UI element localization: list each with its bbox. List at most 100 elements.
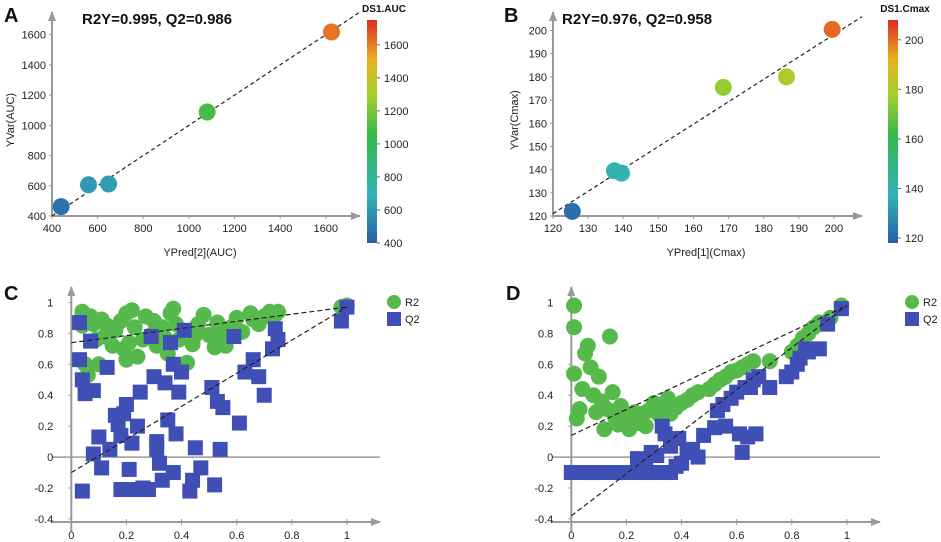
panel-a-annotation: R2Y=0.995, Q2=0.986 (82, 11, 232, 28)
panel-c-legend-q2-marker (387, 312, 401, 326)
panel-a-x-label: YPred[2](AUC) (163, 247, 236, 259)
panel-c-y-tick-label: 0.6 (38, 359, 53, 371)
panel-d-legend-r2-label: R2 (923, 297, 937, 309)
panel-c-q2-point (151, 455, 167, 471)
panel-d-y-tick-label: -0.4 (534, 514, 553, 526)
panel-c-q2-point (72, 315, 88, 331)
panel-b-x-tick-label: 180 (755, 223, 773, 235)
panel-a-colorbar-tick-label: 1600 (384, 40, 408, 52)
panel-c-x-tick-label: 0.6 (229, 530, 244, 542)
panel-d-x-tick-label: 0.2 (619, 530, 634, 542)
panel-c-y-tick-label: -0.4 (34, 514, 53, 526)
panel-c-q2-point (74, 483, 90, 499)
panel-c-q2-point (231, 415, 247, 431)
panel-c-q2-point (168, 426, 184, 442)
panel-d-r2-point (604, 384, 621, 401)
panel-b-x-tick-label: 150 (649, 223, 667, 235)
panel-c-q2-point (94, 460, 110, 476)
panel-c-y-tick-label: 0.2 (38, 421, 53, 433)
panel-d-r2-point (571, 401, 588, 418)
panel-c-r2-point (123, 302, 140, 319)
panel-c-q2-point (185, 472, 201, 488)
panel-b-y-tick-label: 160 (529, 118, 547, 130)
panel-d-r2-point (590, 368, 607, 385)
panel-a-x-tick-label: 800 (134, 223, 152, 235)
panel-c-q2-point (85, 446, 101, 462)
panel-d-y-tick-label: 0.4 (538, 390, 553, 402)
panel-c-q2-regression-line (70, 306, 348, 474)
panel-b-x-tick-label: 170 (719, 223, 737, 235)
panel-c-q2-point (176, 322, 192, 338)
panel-c-y-tick-label: 0.8 (38, 328, 53, 340)
panel-c-y-tick-label: 0.4 (38, 390, 53, 402)
panel-a-y-tick-label: 800 (28, 151, 46, 163)
panel-b-fit-line (552, 16, 863, 215)
panel-b-colorbar-tick-label: 180 (905, 84, 923, 96)
panel-c-q2-point (333, 313, 349, 329)
panel-c-q2-point (157, 375, 173, 391)
panel-b-y-tick-label: 130 (529, 188, 547, 200)
panel-a-y-tick-label: 400 (28, 211, 46, 223)
panel-c-q2-point (149, 441, 165, 457)
panel-c-q2-point (113, 482, 129, 498)
panel-d-r2-point (596, 421, 613, 438)
panel-d-r2-regression-line (571, 305, 848, 436)
panel-b-colorbar (888, 20, 898, 243)
panel-d-y-tick-label: -0.2 (534, 483, 553, 495)
panel-d-x-tick-label: 0 (568, 530, 574, 542)
panel-b-x-tick-label: 130 (579, 223, 597, 235)
panel-c-y-tick-label: 1 (47, 297, 53, 309)
panel-c-q2-point (187, 440, 203, 456)
panel-a-colorbar-tick-label: 600 (384, 205, 402, 217)
panel-a-x-tick-label: 1200 (222, 223, 246, 235)
panel-a-colorbar-tick-label: 1000 (384, 139, 408, 151)
panel-c-legend-r2-label: R2 (405, 297, 419, 309)
panel-b-x-tick-label: 140 (614, 223, 632, 235)
panel-c-r2-point (228, 309, 245, 326)
panel-d-r2-point (579, 337, 596, 354)
panel-c-q2-point (124, 435, 140, 451)
panel-d-letter: D (506, 283, 520, 305)
panel-a-y-label: YVar(AUC) (5, 93, 17, 147)
panel-c-q2-point (237, 364, 253, 380)
panel-d-x-tick-label: 1 (844, 530, 850, 542)
panel-a-colorbar-tick-label: 800 (384, 172, 402, 184)
panel-b-colorbar-tick-label: 200 (905, 35, 923, 47)
panel-b-y-tick-label: 150 (529, 141, 547, 153)
panel-b-y-label: YVar(Cmax) (509, 90, 521, 150)
panel-d-x-tick-label: 0.4 (674, 530, 689, 542)
panel-c-r2-point (195, 306, 212, 323)
panel-c-q2-point (165, 465, 181, 481)
panel-c-q2-point (102, 441, 118, 457)
panel-d-x-tick-label: 0.8 (784, 530, 799, 542)
panel-c-q2-point (129, 418, 145, 434)
panel-d: D 0 0.2 0.4 0.6 0.8 1 -0.4 -0.2 0 0.2 0.4 0.6 0.8 1 R2… (506, 283, 938, 542)
panel-a: A 400 600 800 1000 1200 1400 1600 400 600 800 1000… (4, 4, 408, 259)
panel-b-x-tick-label: 120 (544, 223, 562, 235)
panel-c-q2-point (270, 332, 286, 348)
panel-b-annotation: R2Y=0.976, Q2=0.958 (562, 11, 712, 28)
panel-d-q2-point (820, 316, 836, 332)
panel-c-q2-point (121, 461, 137, 477)
panel-a-x-tick-label: 1400 (268, 223, 292, 235)
panel-c-q2-point (251, 369, 267, 385)
panel-c-q2-point (193, 460, 209, 476)
panel-d-legend-q2-marker (905, 312, 919, 326)
panel-a-point (80, 176, 98, 194)
panel-b-y-tick-label: 170 (529, 95, 547, 107)
panel-c-q2-point (212, 441, 228, 457)
panel-c-legend-q2-label: Q2 (405, 314, 420, 326)
panel-d-r2-point (566, 365, 583, 382)
panel-c-r2-point (121, 334, 138, 351)
panel-b-point (823, 20, 841, 38)
panel-b-colorbar-tick-label: 120 (905, 233, 923, 245)
panel-b-point (778, 68, 796, 86)
panel-d-x-tick-label: 0.6 (729, 530, 744, 542)
panel-b-y-tick-label: 140 (529, 165, 547, 177)
panel-c-x-tick-label: 0.2 (119, 530, 134, 542)
panel-a-point (322, 23, 340, 41)
panel-c-q2-point (132, 384, 148, 400)
panel-b: B 120 130 140 150 160 170 180 190 200 120 130 140 15… (504, 4, 930, 259)
panel-c-q2-point (207, 477, 223, 493)
